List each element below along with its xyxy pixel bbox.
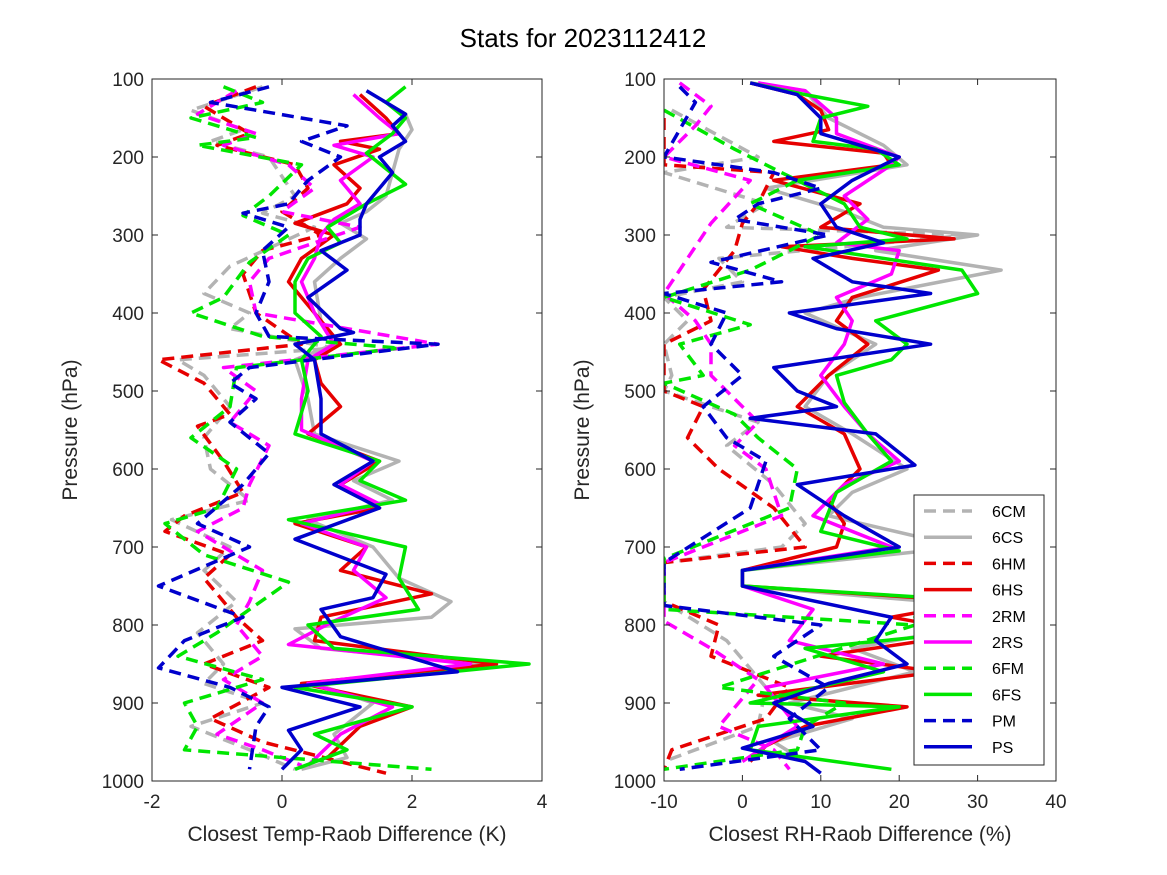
legend-label: 6CS [992,530,1023,547]
rh-series-layer [664,81,1003,775]
temp-panel: -2 0 2 4 100 200 300 400 500 600 700 800 900 1000 Clo… [59,70,548,846]
rh-y-axis-label: Pressure (hPa) [571,359,594,500]
temp-series-ps [280,89,460,771]
legend-entry-6hs: 6HS [924,583,1023,600]
rh-y-tick-label: 500 [624,382,656,403]
temp-series-2rs [286,93,473,767]
rh-x-tick-label: 20 [889,792,910,813]
legend-label: PM [992,714,1016,731]
legend: 6CM 6CS 6HM 6HS 2RM 2RS 6FM 6FS PM PS [913,494,1045,766]
legend-label: 2RS [992,635,1023,652]
rh-y-tick-label: 700 [624,538,656,559]
rh-x-tick-label: -10 [650,792,677,813]
rh-tick-layer: -10 0 10 20 30 40 100 200 300 400 500 600 700 800 900 1… [614,70,1067,813]
temp-y-axis-label: Pressure (hPa) [59,359,82,500]
temp-x-tick-label: -2 [144,792,161,813]
temp-y-tick-label: 800 [112,616,144,637]
temp-y-tick-label: 100 [112,70,144,91]
legend-entry-6cm: 6CM [924,504,1026,521]
legend-entry-2rm: 2RM [924,609,1026,626]
temp-series-6fs [286,85,531,771]
figure-title: Stats for 2023112412 [460,23,707,53]
legend-entry-6cs: 6CS [924,530,1023,547]
rh-series-6fs [740,81,996,772]
legend-entry-6hm: 6HM [924,556,1026,573]
legend-label: 6FM [992,661,1024,678]
temp-series-pm [156,85,440,770]
rh-series-2rs [740,81,901,763]
rh-y-tick-label: 800 [624,616,656,637]
legend-label: PS [992,740,1013,757]
legend-entry-ps: PS [924,740,1013,757]
rh-series-6fm [664,108,917,772]
rh-x-tick-label: 0 [737,792,748,813]
rh-y-tick-label: 600 [624,460,656,481]
rh-y-tick-label: 900 [624,694,656,715]
rh-series-ps [740,81,933,775]
temp-x-tick-label: 0 [277,792,288,813]
temp-series-6cm [169,85,336,771]
temp-y-tick-label: 900 [112,694,144,715]
legend-label: 6HS [992,583,1023,600]
rh-x-tick-label: 40 [1045,792,1066,813]
rh-series-6cm [664,108,972,764]
legend-label: 6HM [992,556,1026,573]
legend-entry-6fm: 6FM [924,661,1024,678]
temp-y-tick-label: 600 [112,460,144,481]
temp-series-6hs [286,93,499,759]
legend-entry-6fs: 6FS [924,687,1021,704]
rh-x-tick-label: 10 [810,792,831,813]
temp-y-tick-label: 700 [112,538,144,559]
temp-x-axis-label: Closest Temp-Raob Difference (K) [187,823,506,846]
rh-axes-frame [663,78,1057,782]
temp-axes-frame [151,78,543,782]
rh-x-tick-label: 30 [967,792,988,813]
rh-y-tick-label: 1000 [614,772,656,793]
temp-y-tick-label: 500 [112,382,144,403]
temp-x-tick-label: 4 [537,792,548,813]
temp-y-tick-label: 400 [112,304,144,325]
rh-series-pm [664,85,831,772]
temp-tick-layer: -2 0 2 4 100 200 300 400 500 600 700 800 900 1000 [102,70,548,813]
temp-x-tick-label: 2 [407,792,418,813]
rh-y-tick-label: 100 [624,70,656,91]
rh-series-6hm [664,118,807,770]
temp-y-tick-label: 1000 [102,772,144,793]
rh-x-axis-label: Closest RH-Raob Difference (%) [708,823,1011,846]
temp-series-layer [156,85,531,775]
temp-series-6hm [156,85,387,775]
temp-y-tick-label: 200 [112,148,144,169]
temp-series-2rm [195,89,440,768]
rh-y-tick-label: 400 [624,304,656,325]
rh-series-2rm [664,81,791,771]
rh-panel: -10 0 10 20 30 40 100 200 300 400 500 600 700 800 900 1… [571,70,1067,846]
rh-y-tick-label: 300 [624,226,656,247]
legend-entry-pm: PM [924,714,1016,731]
legend-label: 6CM [992,504,1026,521]
rh-y-tick-label: 200 [624,148,656,169]
legend-label: 2RM [992,609,1026,626]
legend-entry-2rs: 2RS [924,635,1023,652]
legend-label: 6FS [992,687,1021,704]
temp-y-tick-label: 300 [112,226,144,247]
